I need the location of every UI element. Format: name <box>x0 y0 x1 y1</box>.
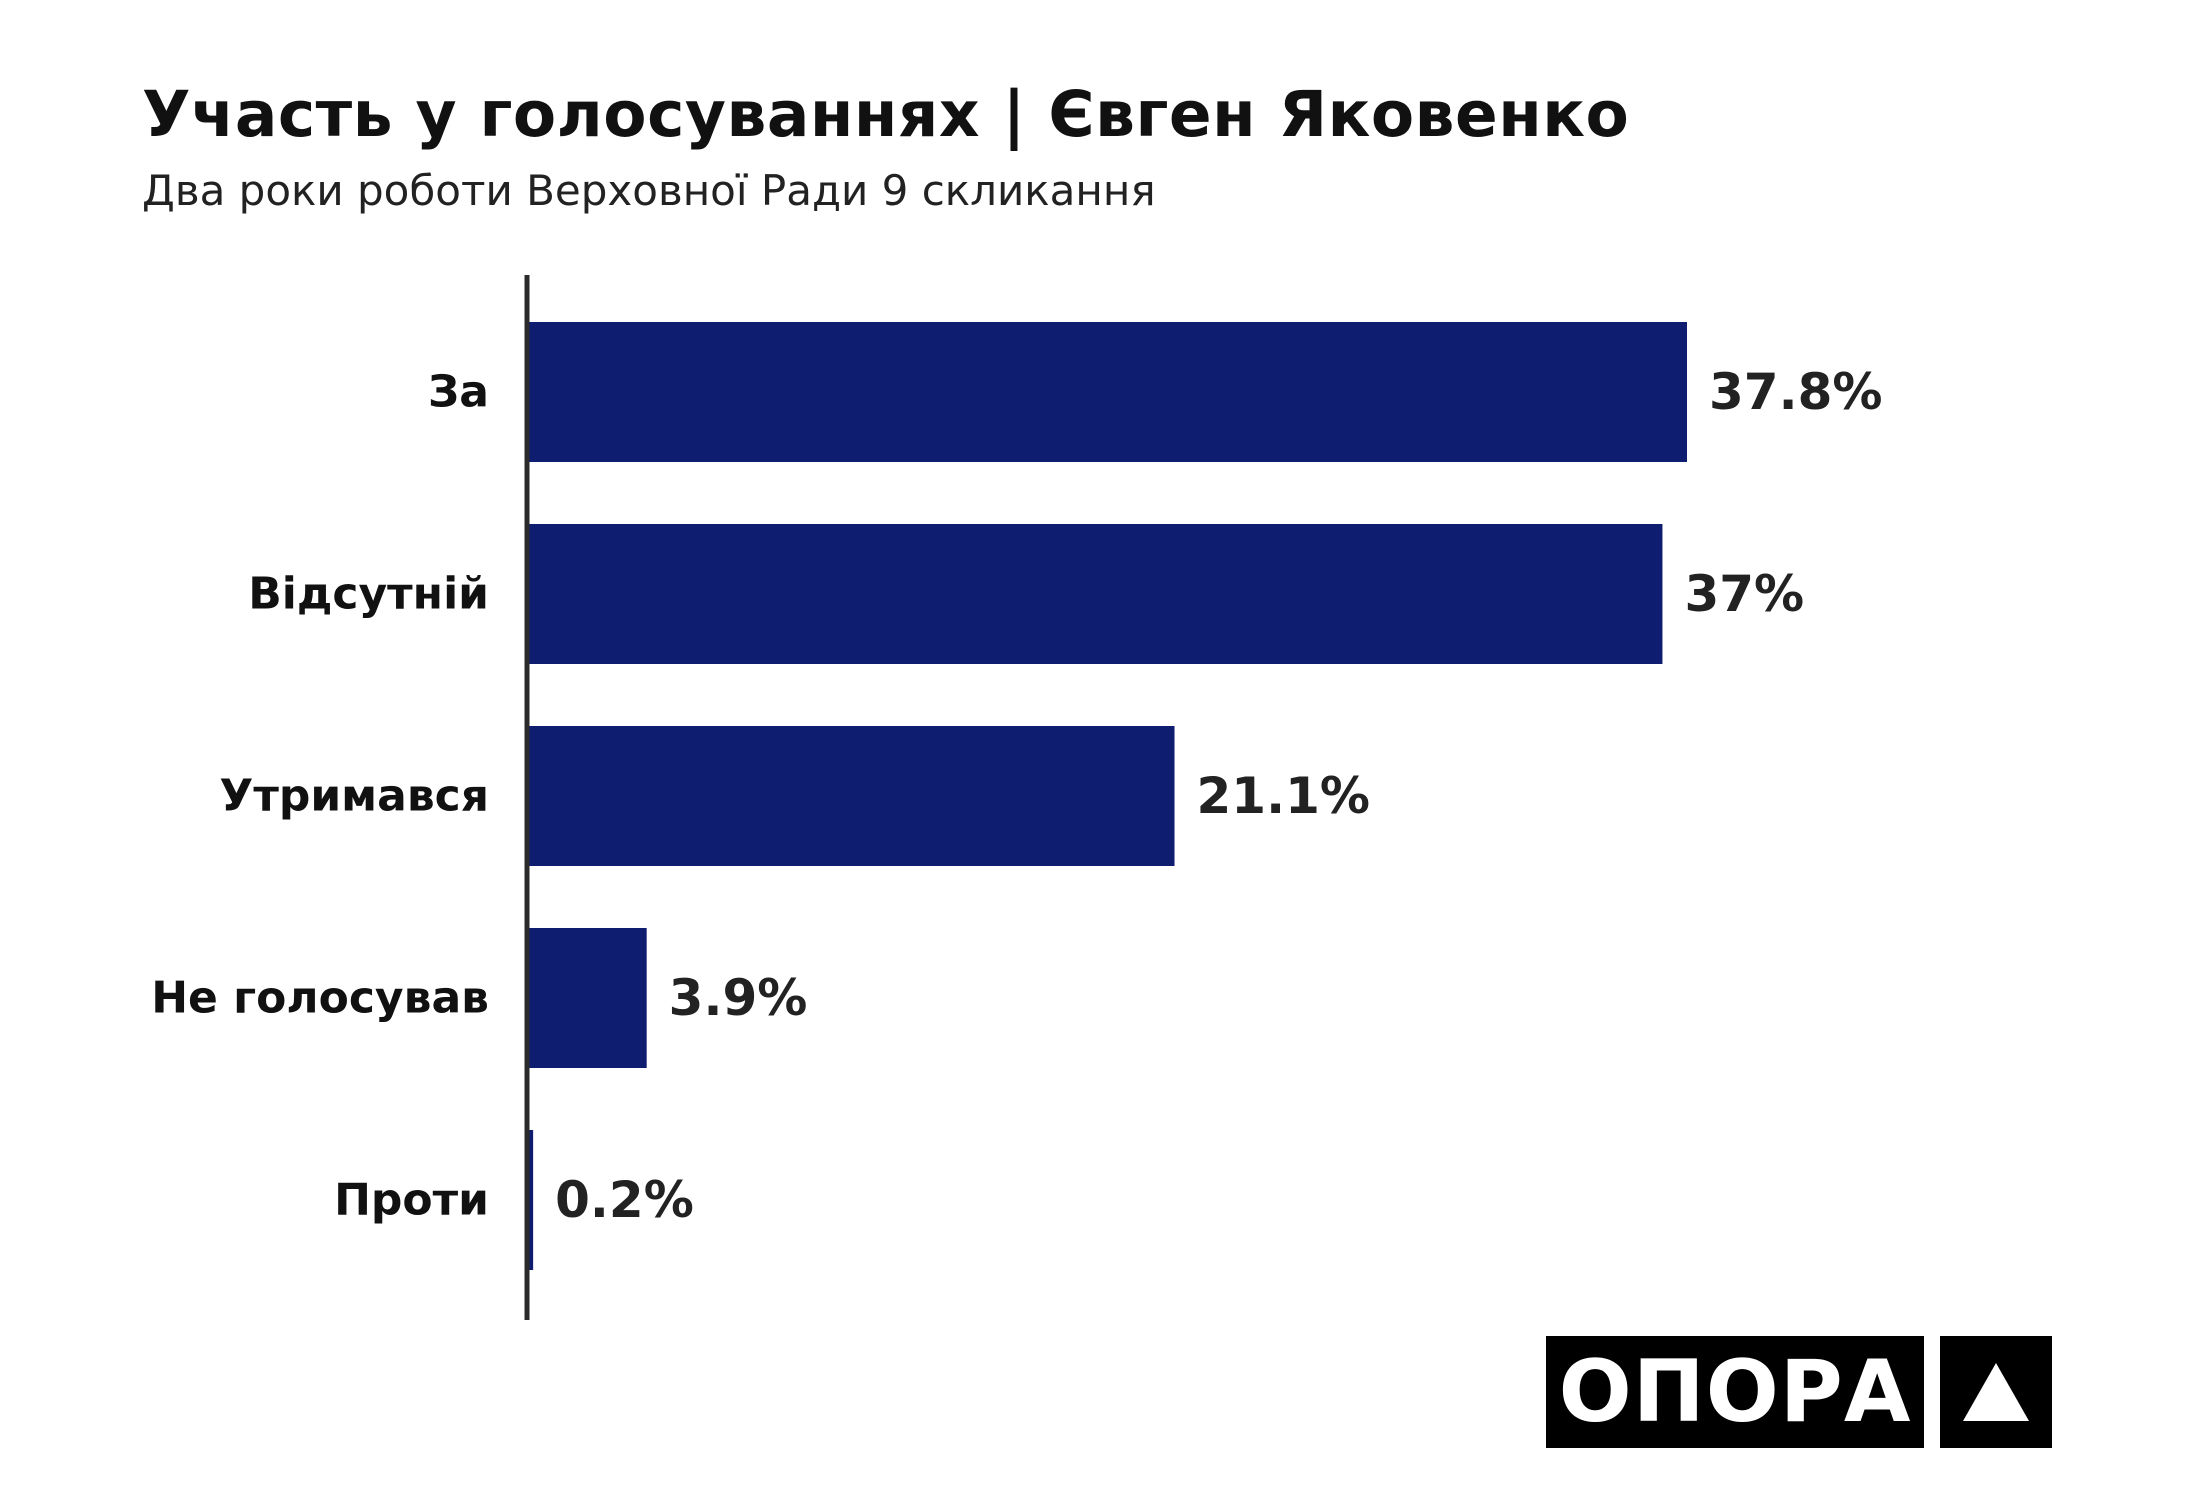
bar-5 <box>527 1130 534 1270</box>
value-label: 37.8% <box>1709 363 1882 421</box>
value-label: 0.2% <box>555 1171 694 1229</box>
bar-3 <box>527 726 1175 866</box>
bar-4 <box>527 928 647 1068</box>
chart-subtitle: Два роки роботи Верховної Ради 9 скликан… <box>142 166 1156 215</box>
chart-title: Участь у голосуваннях | Євген Яковенко <box>142 78 1630 151</box>
value-label: 37% <box>1684 565 1804 623</box>
category-label: Проти <box>334 1175 489 1226</box>
value-label: 3.9% <box>669 969 808 1027</box>
value-label: 21.1% <box>1197 767 1370 825</box>
bar-chart: За 37.8% Відсутній 37% Утримався 21.1% Не голо… <box>151 275 1882 1320</box>
triangle-icon <box>1940 1336 2052 1448</box>
logo-wordmark: ОПОРА <box>1546 1336 1924 1448</box>
bar-2 <box>527 524 1663 664</box>
bar-1 <box>527 322 1687 462</box>
opora-logo: ОПОРА <box>1546 1336 2052 1448</box>
category-label: Відсутній <box>248 569 489 620</box>
category-label: За <box>428 367 489 418</box>
category-label: Не голосував <box>151 973 489 1024</box>
category-label: Утримався <box>219 771 489 822</box>
